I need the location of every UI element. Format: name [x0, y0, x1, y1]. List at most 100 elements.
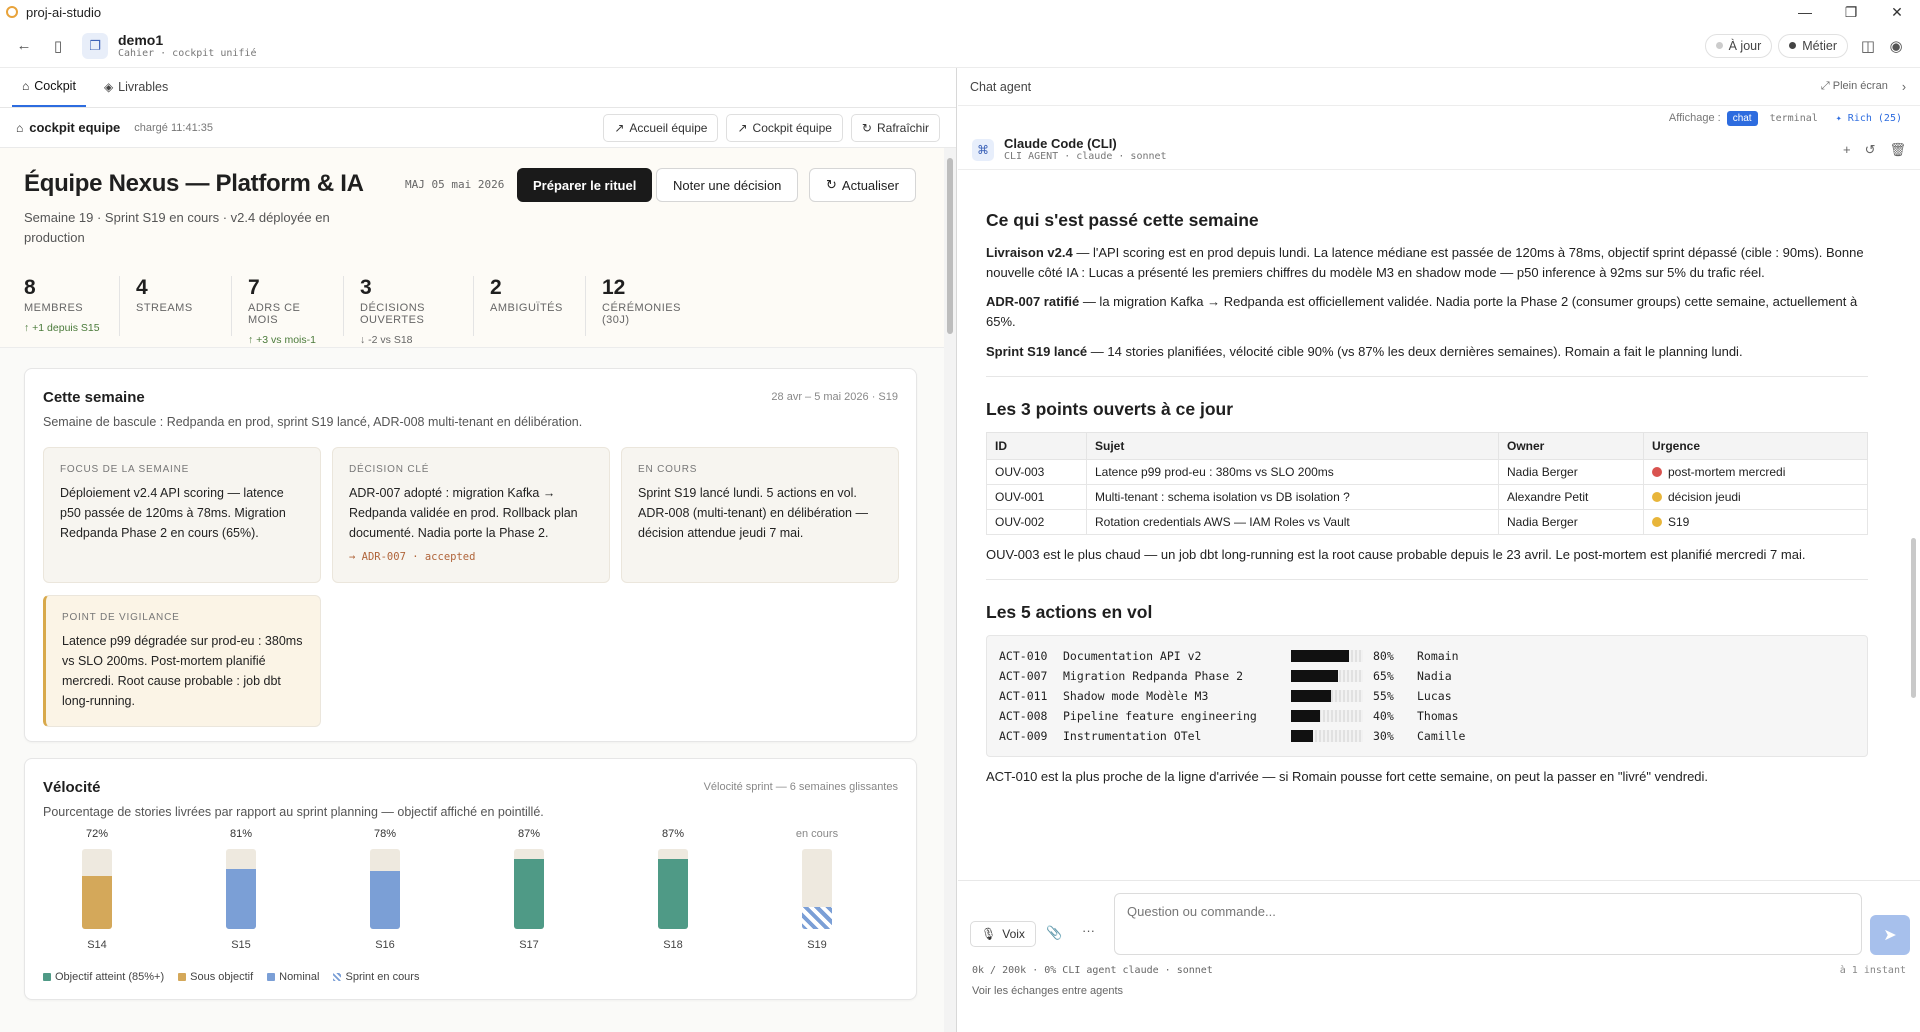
voice-button[interactable]: 🎙 Voix: [970, 921, 1036, 947]
team-hero: Équipe Nexus — Platform & IA Semaine 19 …: [0, 148, 944, 348]
cockpit-equipe-button[interactable]: ↗ Cockpit équipe: [726, 113, 843, 142]
refresh-label: Rafraîchir: [876, 120, 929, 135]
urgency-label: décision jeudi: [1668, 489, 1741, 504]
th-owner: Owner: [1498, 431, 1644, 460]
mode-rich-button[interactable]: ✦ Rich (25): [1835, 112, 1902, 124]
urgency-label: post-mortem mercredi: [1668, 464, 1786, 479]
cell-id: OUV-002: [986, 508, 1087, 535]
prepare-ritual-button[interactable]: Préparer le rituel: [517, 168, 653, 202]
kpi-value: 12: [602, 276, 626, 299]
sync-status-pill[interactable]: À jour: [1704, 33, 1773, 58]
legend-swatch: [333, 973, 342, 981]
cockpit-scrollbar[interactable]: [944, 148, 956, 1032]
kpi-delta: ↑ +1 depuis S15: [24, 322, 100, 334]
chevron-right-icon[interactable]: ›: [1901, 79, 1906, 94]
bar-category-label: S14: [87, 939, 107, 951]
new-chat-icon[interactable]: +: [1842, 141, 1851, 157]
cell-urgence: post-mortem mercredi: [1643, 458, 1868, 485]
action-name: Shadow mode Modèle M3: [1063, 689, 1209, 704]
kpi-row: 8 MEMBRES ↑ +1 depuis S15 4 STREAMS 7 ADRS CE …: [24, 276, 714, 346]
voice-label: Voix: [1002, 927, 1025, 941]
minimize-icon[interactable]: —: [1798, 4, 1812, 20]
cockpit-panel: ⌂ Cockpit ◈ Livrables ⌂ cockpit equipe cha…: [0, 68, 957, 1032]
velocity-title: Vélocité: [43, 779, 101, 796]
chat-scrollbar[interactable]: [1910, 218, 1918, 878]
agent-name: Claude Code (CLI): [1004, 135, 1117, 151]
cell-urgence: décision jeudi: [1643, 483, 1868, 510]
mode-label: Métier: [1802, 38, 1837, 53]
app-header: ← ▯ ❐ demo1 Cahier · cockpit unifié À jo…: [0, 24, 1920, 68]
focus-card: FOCUS DE LA SEMAINE Déploiement v2.4 API…: [43, 447, 321, 583]
trash-icon[interactable]: 🗑: [1889, 141, 1906, 157]
action-line: ACT-011 Shadow mode Modèle M3 55% Lucas: [999, 686, 1855, 706]
kpi-delta: ↓ -2 vs S18: [360, 334, 413, 346]
bar[interactable]: [802, 907, 832, 929]
sidebar-toggle-icon[interactable]: ▯: [53, 37, 63, 55]
section-points-heading: Les 3 points ouverts à ce jour: [986, 398, 1234, 419]
more-icon[interactable]: ···: [1082, 923, 1095, 938]
user-avatar-icon[interactable]: ◉: [1889, 37, 1903, 55]
accueil-equipe-button[interactable]: ↗ Accueil équipe: [603, 113, 719, 142]
chat-input[interactable]: Question ou commande...: [1114, 893, 1862, 955]
send-button[interactable]: ➤: [1870, 915, 1910, 955]
mode-chat-button[interactable]: chat: [1726, 110, 1758, 126]
fullscreen-label: Plein écran: [1832, 80, 1888, 92]
kpi-value: 2: [490, 276, 502, 299]
bar[interactable]: [514, 859, 544, 929]
text-sprint: — 14 stories planifiées, vélocité cible …: [1087, 343, 1743, 359]
kpi-value: 4: [136, 276, 148, 299]
agent-exchanges-link[interactable]: Voir les échanges entre agents: [972, 985, 1124, 997]
mode-dot-icon: [1789, 42, 1797, 49]
bar[interactable]: [82, 875, 112, 929]
action-pct: 65%: [1373, 668, 1394, 683]
scrollbar-thumb[interactable]: [947, 158, 953, 334]
bar[interactable]: [370, 871, 400, 929]
bar-track: [226, 849, 256, 929]
back-arrow-icon[interactable]: ←: [16, 37, 32, 54]
actions-code-block: ACT-010 Documentation API v2 80% Romain ACT-…: [986, 634, 1868, 758]
loaded-time: chargé 11:41:35: [134, 121, 213, 134]
adr-link[interactable]: → ADR-007 · accepted: [349, 551, 476, 563]
refresh-button[interactable]: ↻ Rafraîchir: [850, 113, 940, 142]
note-decision-button[interactable]: Noter une décision: [656, 168, 799, 202]
scrollbar-thumb[interactable]: [1911, 538, 1916, 698]
panel-layout-icon[interactable]: ◫: [1860, 37, 1876, 55]
bar-category-label: S17: [519, 939, 539, 951]
update-button[interactable]: ↻ Actualiser: [809, 168, 916, 202]
mode-pill[interactable]: Métier: [1778, 33, 1848, 58]
chat-input-placeholder: Question ou commande...: [1127, 904, 1276, 919]
kpi-value: 8: [24, 276, 36, 299]
decision-label: DÉCISION CLÉ: [349, 464, 430, 475]
paperclip-icon[interactable]: 📎: [1046, 925, 1063, 940]
table-row: OUV-003 Latence p99 prod-eu : 380ms vs SL…: [986, 458, 1868, 485]
chat-title: Chat agent: [970, 79, 1032, 94]
history-icon[interactable]: ↺: [1864, 141, 1876, 157]
action-line: ACT-008 Pipeline feature engineering 40% Th…: [999, 706, 1855, 726]
window-title: proj-ai-studio: [26, 4, 102, 20]
paragraph-sprint: Sprint S19 lancé — 14 stories planifiées…: [986, 342, 1868, 362]
bar[interactable]: [226, 869, 256, 929]
bar[interactable]: [658, 859, 688, 929]
section-week-heading: Ce qui s'est passé cette semaine: [986, 210, 1259, 230]
close-icon[interactable]: ✕: [1891, 3, 1903, 20]
kpi-label: AMBIGUÏTÉS: [490, 302, 563, 314]
legend-label: Sprint en cours: [345, 971, 420, 983]
kpi-label: MEMBRES: [24, 302, 84, 314]
token-status: 0k / 200k · 0% CLI agent claude · sonnet: [972, 965, 1213, 976]
vigilance-label: POINT DE VIGILANCE: [62, 612, 180, 623]
expand-icon: ⤢: [1820, 80, 1833, 92]
bar-category-label: S15: [231, 939, 251, 951]
th-id: ID: [986, 431, 1087, 460]
status-time: à 1 instant: [1839, 965, 1906, 976]
kpi-delta: ↑ +3 vs mois-1: [248, 334, 316, 346]
tab-livrables[interactable]: ◈ Livrables: [94, 67, 178, 107]
home-icon: ⌂: [16, 120, 24, 135]
mode-terminal-button[interactable]: terminal: [1769, 112, 1818, 124]
th-sujet: Sujet: [1086, 431, 1499, 460]
divider: [986, 375, 1868, 377]
restore-icon[interactable]: ❐: [1844, 3, 1858, 20]
paragraph-livraison: Livraison v2.4 — l'API scoring est en pr…: [986, 243, 1868, 283]
fullscreen-button[interactable]: ⤢ Plein écran: [1821, 80, 1888, 93]
external-link-icon: ↗: [737, 120, 748, 135]
tab-cockpit[interactable]: ⌂ Cockpit: [12, 67, 86, 107]
